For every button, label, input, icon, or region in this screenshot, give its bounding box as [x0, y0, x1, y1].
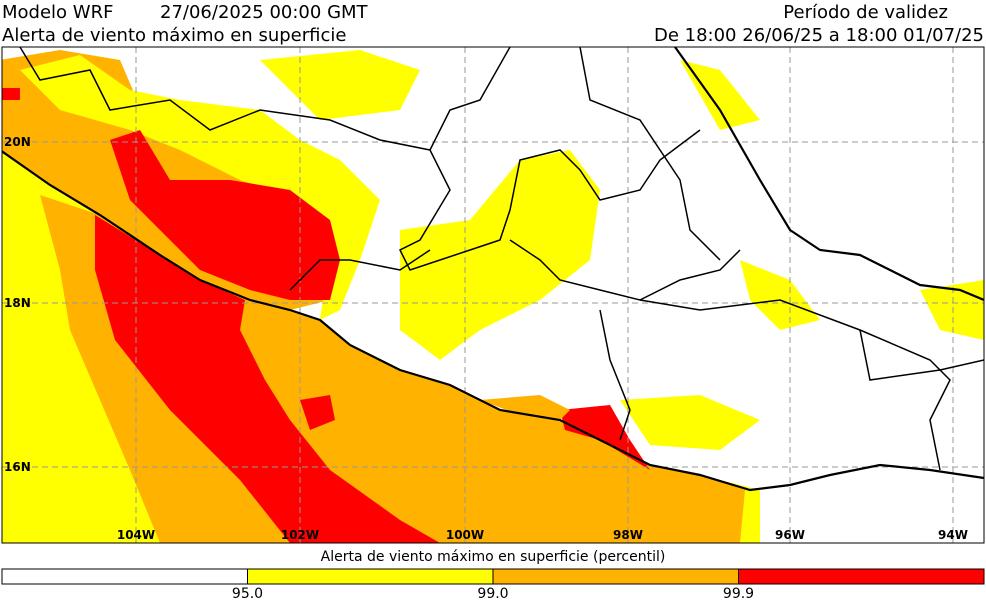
colorbar-segment [247, 568, 494, 585]
map [1, 46, 985, 544]
region-yellow [400, 150, 600, 360]
coastline [674, 47, 984, 302]
region-red [95, 215, 440, 543]
lat-label: 20N [4, 135, 31, 149]
region-red [2, 88, 20, 100]
date-label: 27/06/2025 00:00 GMT [160, 2, 369, 23]
region-orange [480, 395, 570, 420]
colorbar-segment [1, 568, 248, 585]
colorbar-title: Alerta de viento máximo en superficie (p… [321, 549, 666, 565]
validity-range: De 18:00 26/06/25 a 18:00 01/07/25 [654, 25, 984, 46]
region-yellow [740, 260, 820, 330]
region-red [110, 130, 340, 300]
region-yellow [620, 395, 760, 450]
state-border [289, 239, 741, 301]
subtitle: Alerta de viento máximo en superficie [2, 25, 346, 46]
lon-label: 100W [446, 528, 484, 542]
colorbar-label: 99.0 [477, 586, 508, 601]
lon-label: 98W [613, 528, 643, 542]
state-border [859, 329, 984, 381]
colorbar-label: 95.0 [232, 586, 263, 601]
lon-label: 96W [775, 528, 805, 542]
validity-title: Período de validez [783, 2, 948, 23]
map-frame [1, 46, 985, 544]
axis-labels: 104W 102W 100W 98W 96W 94W 20N 18N 16N [4, 135, 968, 542]
colorbar-label: 99.9 [723, 586, 754, 601]
colorbar-segment [738, 568, 985, 585]
lon-label: 102W [281, 528, 319, 542]
region-yellow [20, 55, 380, 320]
colorbar: 95.0 99.0 99.9 [1, 568, 985, 601]
coastline [2, 150, 984, 492]
model-label: Modelo WRF [2, 2, 113, 23]
lat-label: 16N [4, 460, 31, 474]
colorbar-segment [492, 568, 739, 585]
region-yellow [680, 60, 760, 130]
state-border [599, 299, 951, 471]
state-border [579, 47, 721, 261]
lat-label: 18N [4, 296, 31, 310]
state-border [19, 47, 511, 151]
lon-label: 94W [938, 528, 968, 542]
region-red [300, 395, 335, 430]
graticule [2, 47, 984, 543]
lon-label: 104W [117, 528, 155, 542]
region-yellow [920, 280, 984, 340]
state-border [398, 129, 701, 271]
